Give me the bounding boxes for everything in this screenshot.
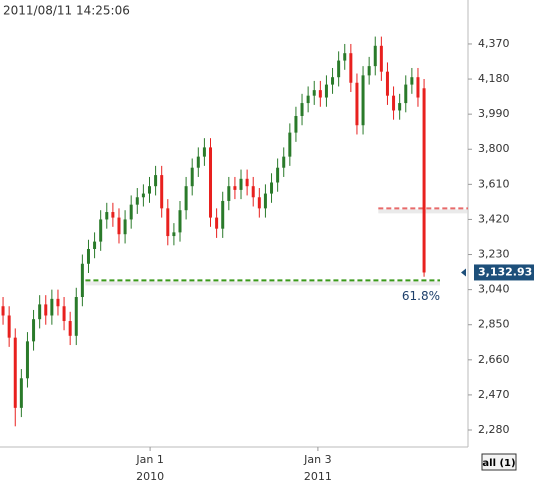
candle-body bbox=[105, 212, 109, 220]
candle-body bbox=[300, 103, 304, 116]
candle-body bbox=[416, 77, 420, 98]
candle-body bbox=[245, 178, 249, 187]
candle-body bbox=[111, 212, 115, 218]
candle-body bbox=[367, 66, 371, 76]
candle-body bbox=[141, 193, 145, 198]
candle-body bbox=[312, 90, 316, 96]
y-tick-label: 3,800 bbox=[478, 142, 510, 155]
candle-body bbox=[93, 241, 97, 249]
last-price-arrow bbox=[461, 268, 466, 277]
candle-body bbox=[25, 341, 29, 379]
candle-body bbox=[410, 77, 414, 85]
x-tick-label: Jan 3 bbox=[303, 453, 331, 466]
all-button[interactable]: all (1) bbox=[481, 453, 517, 471]
candle-body bbox=[392, 95, 396, 111]
candle-body bbox=[215, 217, 219, 229]
candle-body bbox=[190, 167, 194, 187]
candle-body bbox=[343, 53, 347, 61]
candle-body bbox=[373, 45, 377, 67]
candle-body bbox=[349, 53, 353, 83]
y-tick-label: 4,180 bbox=[478, 72, 510, 85]
candle-body bbox=[324, 84, 328, 98]
candle-body bbox=[19, 378, 23, 408]
candle-body bbox=[172, 232, 176, 237]
y-tick-label: 3,420 bbox=[478, 212, 510, 225]
candle-body bbox=[270, 182, 274, 194]
candle-body bbox=[32, 319, 36, 342]
candle-body bbox=[233, 186, 237, 190]
candle-body bbox=[398, 103, 402, 111]
candle-body bbox=[257, 197, 261, 209]
candle-body bbox=[227, 186, 231, 201]
candle-body bbox=[379, 45, 383, 72]
y-tick-label: 2,660 bbox=[478, 353, 510, 366]
candle-body bbox=[196, 156, 200, 168]
candle-body bbox=[160, 175, 164, 209]
y-tick-label: 2,470 bbox=[478, 388, 510, 401]
candle-body bbox=[306, 95, 310, 104]
y-tick-label: 3,040 bbox=[478, 283, 510, 296]
candle-body bbox=[166, 208, 170, 237]
candle-body bbox=[361, 75, 365, 126]
button-label[interactable]: all (1) bbox=[482, 458, 515, 469]
candle-body bbox=[276, 167, 280, 183]
candle-body bbox=[404, 84, 408, 104]
candle-body bbox=[147, 186, 151, 194]
candle-body bbox=[385, 71, 389, 96]
candle-body bbox=[294, 115, 298, 133]
x-tick-label: Jan 1 bbox=[135, 453, 163, 466]
candle-body bbox=[202, 147, 206, 157]
candle-body bbox=[263, 193, 267, 209]
candle-body bbox=[86, 248, 90, 264]
candle-body bbox=[288, 132, 292, 157]
y-tick-label: 2,850 bbox=[478, 318, 510, 331]
candle-body bbox=[62, 306, 66, 322]
y-tick-label: 3,990 bbox=[478, 107, 510, 120]
candle-body bbox=[135, 197, 139, 205]
last-price-label: 3,132.93 bbox=[478, 265, 532, 278]
candle-body bbox=[154, 175, 158, 187]
button-box[interactable] bbox=[481, 453, 517, 471]
candle-body bbox=[99, 219, 103, 242]
x-tick-year: 2011 bbox=[304, 470, 332, 483]
candle-body bbox=[282, 156, 286, 168]
candle-body bbox=[80, 263, 84, 298]
candle-body bbox=[7, 315, 11, 338]
candle-body bbox=[239, 178, 243, 190]
y-tick-label: 4,370 bbox=[478, 37, 510, 50]
candle-body bbox=[178, 210, 182, 233]
candle-body bbox=[209, 147, 213, 218]
candle-body bbox=[117, 217, 121, 235]
candle-body bbox=[331, 77, 335, 85]
candle-body bbox=[38, 304, 42, 320]
y-tick-label: 3,230 bbox=[478, 248, 510, 261]
candle-body bbox=[129, 204, 133, 220]
candle-body bbox=[68, 321, 72, 336]
candle-body bbox=[1, 306, 5, 316]
candle-body bbox=[337, 60, 341, 78]
candle-body bbox=[318, 90, 322, 98]
candle-body bbox=[422, 88, 426, 273]
candle-body bbox=[221, 200, 225, 229]
last-price-box bbox=[474, 264, 534, 281]
candle-body bbox=[50, 298, 54, 316]
candle-body bbox=[13, 337, 17, 408]
candle-body bbox=[123, 219, 127, 235]
y-tick-label: 2,280 bbox=[478, 423, 510, 436]
candle-body bbox=[251, 186, 255, 198]
candle-body bbox=[44, 304, 48, 316]
y-tick-label: 3,610 bbox=[478, 177, 510, 190]
level-label: 61.8% bbox=[402, 289, 440, 303]
candle-body bbox=[355, 82, 359, 126]
x-tick-year: 2010 bbox=[136, 470, 164, 483]
candle-body bbox=[56, 298, 60, 307]
candle-body bbox=[74, 297, 78, 336]
timestamp: 2011/08/11 14:25:06 bbox=[3, 4, 130, 18]
candle-body bbox=[184, 186, 188, 211]
